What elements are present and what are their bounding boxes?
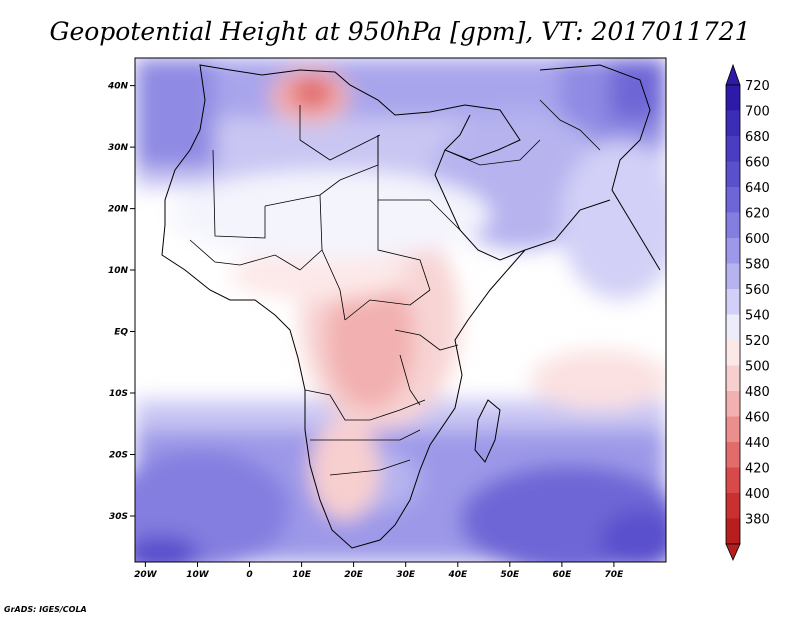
country-borders	[189, 99, 601, 476]
colorbar-label: 520	[745, 334, 770, 349]
colorbar-swatch	[726, 85, 740, 111]
colorbar-swatch	[726, 467, 740, 493]
colorbar-label: 600	[745, 232, 770, 247]
lon-tick-label: 20E	[344, 570, 364, 580]
lon-tick-label: 70E	[605, 570, 625, 580]
lon-tick-label: 40E	[447, 570, 468, 580]
colorbar-swatch	[726, 289, 740, 315]
lon-tick-label: 10W	[186, 570, 210, 580]
colorbar-swatch	[726, 314, 740, 340]
colorbar-swatch	[726, 187, 740, 213]
lat-axis: 40N 30N 20N 10N EQ 10S 20S 30S	[107, 82, 135, 522]
colorbar-swatch	[726, 263, 740, 289]
colorbar-swatch	[726, 365, 740, 391]
lat-tick-label: 40N	[107, 82, 129, 92]
lon-tick-label: 30E	[396, 570, 416, 580]
lat-tick-label: 20N	[108, 205, 129, 215]
colorbar-swatch	[726, 136, 740, 162]
map-frame	[134, 57, 667, 563]
lon-tick-label: 20W	[134, 570, 158, 580]
colorbar-label: 500	[745, 360, 770, 375]
lon-tick-label: 10E	[292, 570, 312, 580]
colorbar-swatch	[726, 212, 740, 238]
colorbar-swatch	[726, 340, 740, 366]
colorbar-swatch	[726, 110, 740, 136]
lat-tick-label: 10S	[109, 389, 128, 399]
colorbar-swatch	[726, 161, 740, 187]
lat-tick-label: 10N	[108, 266, 129, 276]
colorbar-swatch	[726, 238, 740, 264]
field-layer	[135, 58, 666, 562]
colorbar-label: 440	[745, 436, 770, 451]
colorbar-swatch	[726, 391, 740, 417]
colorbar-label: 460	[745, 411, 770, 426]
lon-tick-label: 50E	[500, 570, 520, 580]
lat-tick-label: EQ	[114, 328, 128, 338]
map-panel: 20W 10W 0 10E 20E 30E 40E 50E 60E 70E 40…	[107, 57, 667, 580]
colorbar-max-arrow	[725, 63, 741, 86]
colorbar-label: 540	[745, 309, 770, 324]
colorbar-label: 640	[745, 181, 770, 196]
colorbar-label: 380	[745, 513, 770, 528]
lat-tick-label: 30S	[109, 512, 128, 522]
lon-tick-label: 60E	[553, 570, 573, 580]
colorbar-swatch	[726, 416, 740, 442]
colorbar-label: 400	[745, 487, 770, 502]
colorbar-label: 480	[745, 385, 770, 400]
coastline	[161, 64, 661, 549]
lon-axis: 20W 10W 0 10E 20E 30E 40E 50E 60E 70E	[134, 562, 624, 580]
colorbar-min-arrow	[725, 543, 741, 561]
colorbar-label: 620	[745, 207, 770, 222]
colorbar-label: 420	[745, 462, 770, 477]
colorbar: 720 700 680 660 640 620 600 580 560 540 …	[725, 63, 770, 561]
credit-text: GrADS: IGES/COLA	[4, 605, 87, 614]
lon-tick-label: 0	[246, 570, 252, 580]
colorbar-label: 580	[745, 258, 770, 273]
colorbar-label: 660	[745, 156, 770, 171]
chart-title: Geopotential Height at 950hPa [gpm], VT:…	[49, 17, 750, 46]
colorbar-label: 720	[745, 79, 770, 94]
colorbar-swatch	[726, 442, 740, 468]
colorbar-label: 700	[745, 105, 770, 120]
colorbar-swatch	[726, 493, 740, 519]
colorbar-label: 560	[745, 283, 770, 298]
lat-tick-label: 30N	[108, 143, 129, 153]
colorbar-swatch	[726, 518, 740, 544]
lat-tick-label: 20S	[109, 451, 128, 461]
colorbar-label: 680	[745, 130, 770, 145]
